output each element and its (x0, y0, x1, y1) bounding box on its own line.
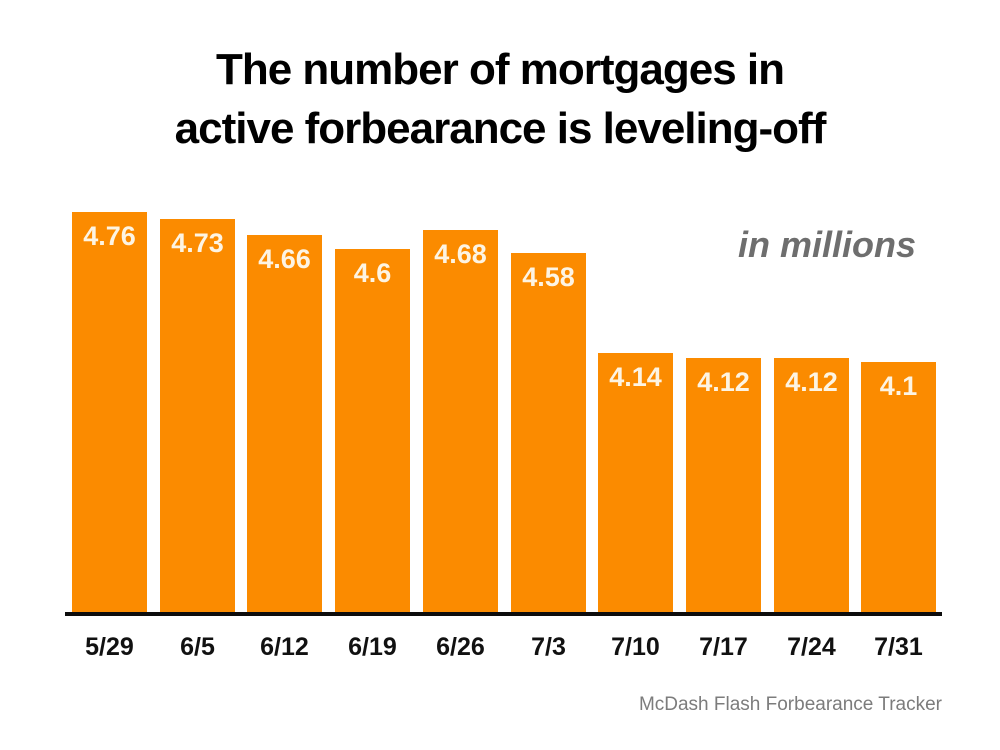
chart-title-line-1: The number of mortgages in (215, 45, 785, 94)
bar-chart: 4.76 4.73 4.66 4.6 4.68 4.58 4.14 4.12 4.12 4.1 (65, 0, 942, 613)
bar-value-label: 4.76 (83, 221, 136, 251)
bar-value-label: 4.12 (697, 367, 750, 397)
chart-title-line-2: active forbearance is leveling-off (174, 104, 827, 153)
bars: 4.76 4.73 4.66 4.6 4.68 4.58 4.14 4.12 4.12 4.1 (65, 0, 942, 613)
x-axis-labels: 5/29 6/5 6/12 6/19 6/26 7/3 7/10 7/17 7/24 7/31 (65, 633, 942, 665)
bar-7/24: 4.12 (774, 358, 849, 613)
x-axis-label: 6/12 (260, 633, 309, 661)
bar-6/26: 4.68 (423, 230, 498, 613)
bar-7/3: 4.58 (511, 253, 586, 613)
bar-6/19: 4.6 (335, 249, 410, 613)
bar-value-label: 4.14 (609, 362, 662, 392)
x-axis-label: 7/31 (874, 633, 923, 661)
x-axis-line (65, 612, 942, 616)
x-axis-label: 5/29 (85, 633, 134, 661)
bar-value-label: 4.73 (171, 228, 224, 258)
chart-title: The number of mortgages in active forbea… (0, 40, 1000, 158)
source-note: McDash Flash Forbearance Tracker (638, 694, 942, 715)
x-axis-label: 7/17 (699, 633, 748, 661)
bar-6/12: 4.66 (247, 235, 322, 613)
bar-value-label: 4.1 (879, 371, 918, 401)
bar-7/10: 4.14 (598, 353, 673, 613)
units-note: in millions (737, 224, 916, 265)
bar-value-label: 4.68 (434, 239, 487, 269)
bar-5/29: 4.76 (72, 212, 147, 613)
bar-7/17: 4.12 (686, 358, 761, 613)
x-axis-label: 7/10 (611, 633, 660, 661)
x-axis-label: 6/19 (348, 633, 397, 661)
x-axis-label: 7/3 (531, 633, 566, 661)
x-axis-label: 6/5 (180, 633, 215, 661)
bar-value-label: 4.6 (353, 258, 392, 288)
bar-6/5: 4.73 (160, 219, 235, 613)
bar-value-label: 4.12 (785, 367, 838, 397)
bar-7/31: 4.1 (861, 362, 936, 613)
bar-value-label: 4.58 (522, 262, 575, 292)
x-axis-label: 6/26 (436, 633, 485, 661)
bar-value-label: 4.66 (258, 244, 311, 274)
x-axis-label: 7/24 (787, 633, 836, 661)
